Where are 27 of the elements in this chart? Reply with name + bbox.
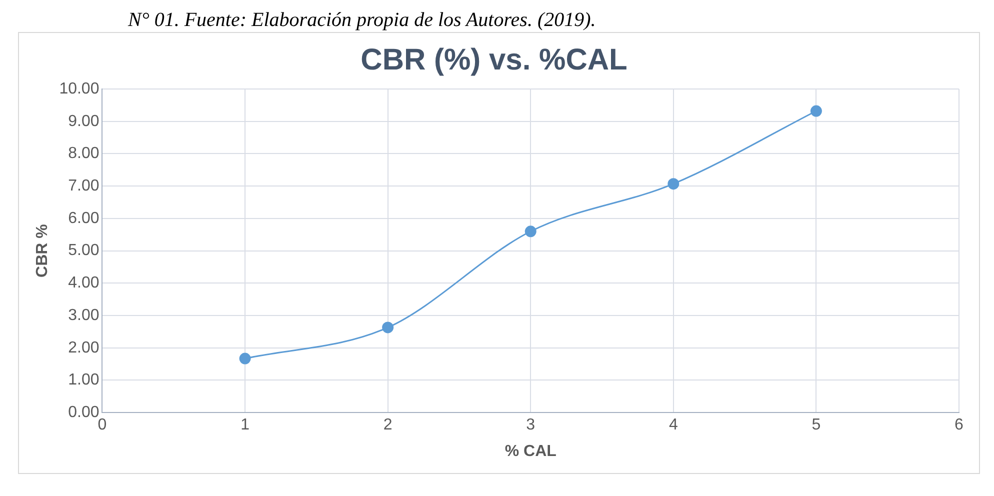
point: [239, 352, 251, 364]
y-tick-label: 6.00: [68, 210, 100, 227]
y-tick-label: 10.00: [59, 80, 100, 98]
x-tick-label: 2: [383, 416, 392, 434]
y-tick-label: 0.00: [68, 404, 100, 422]
text: N° 01. Fuente: Elaboración propia de los Autores. (2019).: [126, 8, 597, 32]
point: [668, 178, 680, 190]
x-tick-label: 0: [98, 416, 107, 434]
x-tick-label: 4: [668, 416, 678, 434]
y-tick-label: 3.00: [68, 306, 100, 324]
chart-title: CBR (%) vs. %CAL: [360, 43, 628, 76]
point: [810, 105, 822, 117]
y-tick-label: 5.00: [68, 242, 100, 260]
y-tick-label: 4.00: [68, 274, 100, 292]
x-tick-label: 5: [812, 416, 821, 434]
x-tick-label: 1: [240, 416, 250, 434]
x-tick-label: 6: [954, 416, 964, 434]
y-tick-label: 8.00: [68, 145, 100, 162]
y-tick-label: 7.00: [68, 177, 100, 194]
y-tick-label: 9.00: [68, 112, 100, 130]
y-axis-title: CBR %: [34, 224, 52, 278]
point: [524, 226, 536, 238]
y-tick-label: 2.00: [68, 339, 100, 356]
x-tick-label: 3: [526, 416, 536, 434]
y-tick-label: 1.00: [68, 372, 100, 389]
x-axis-title: % CAL: [504, 442, 557, 460]
point: [382, 322, 394, 334]
